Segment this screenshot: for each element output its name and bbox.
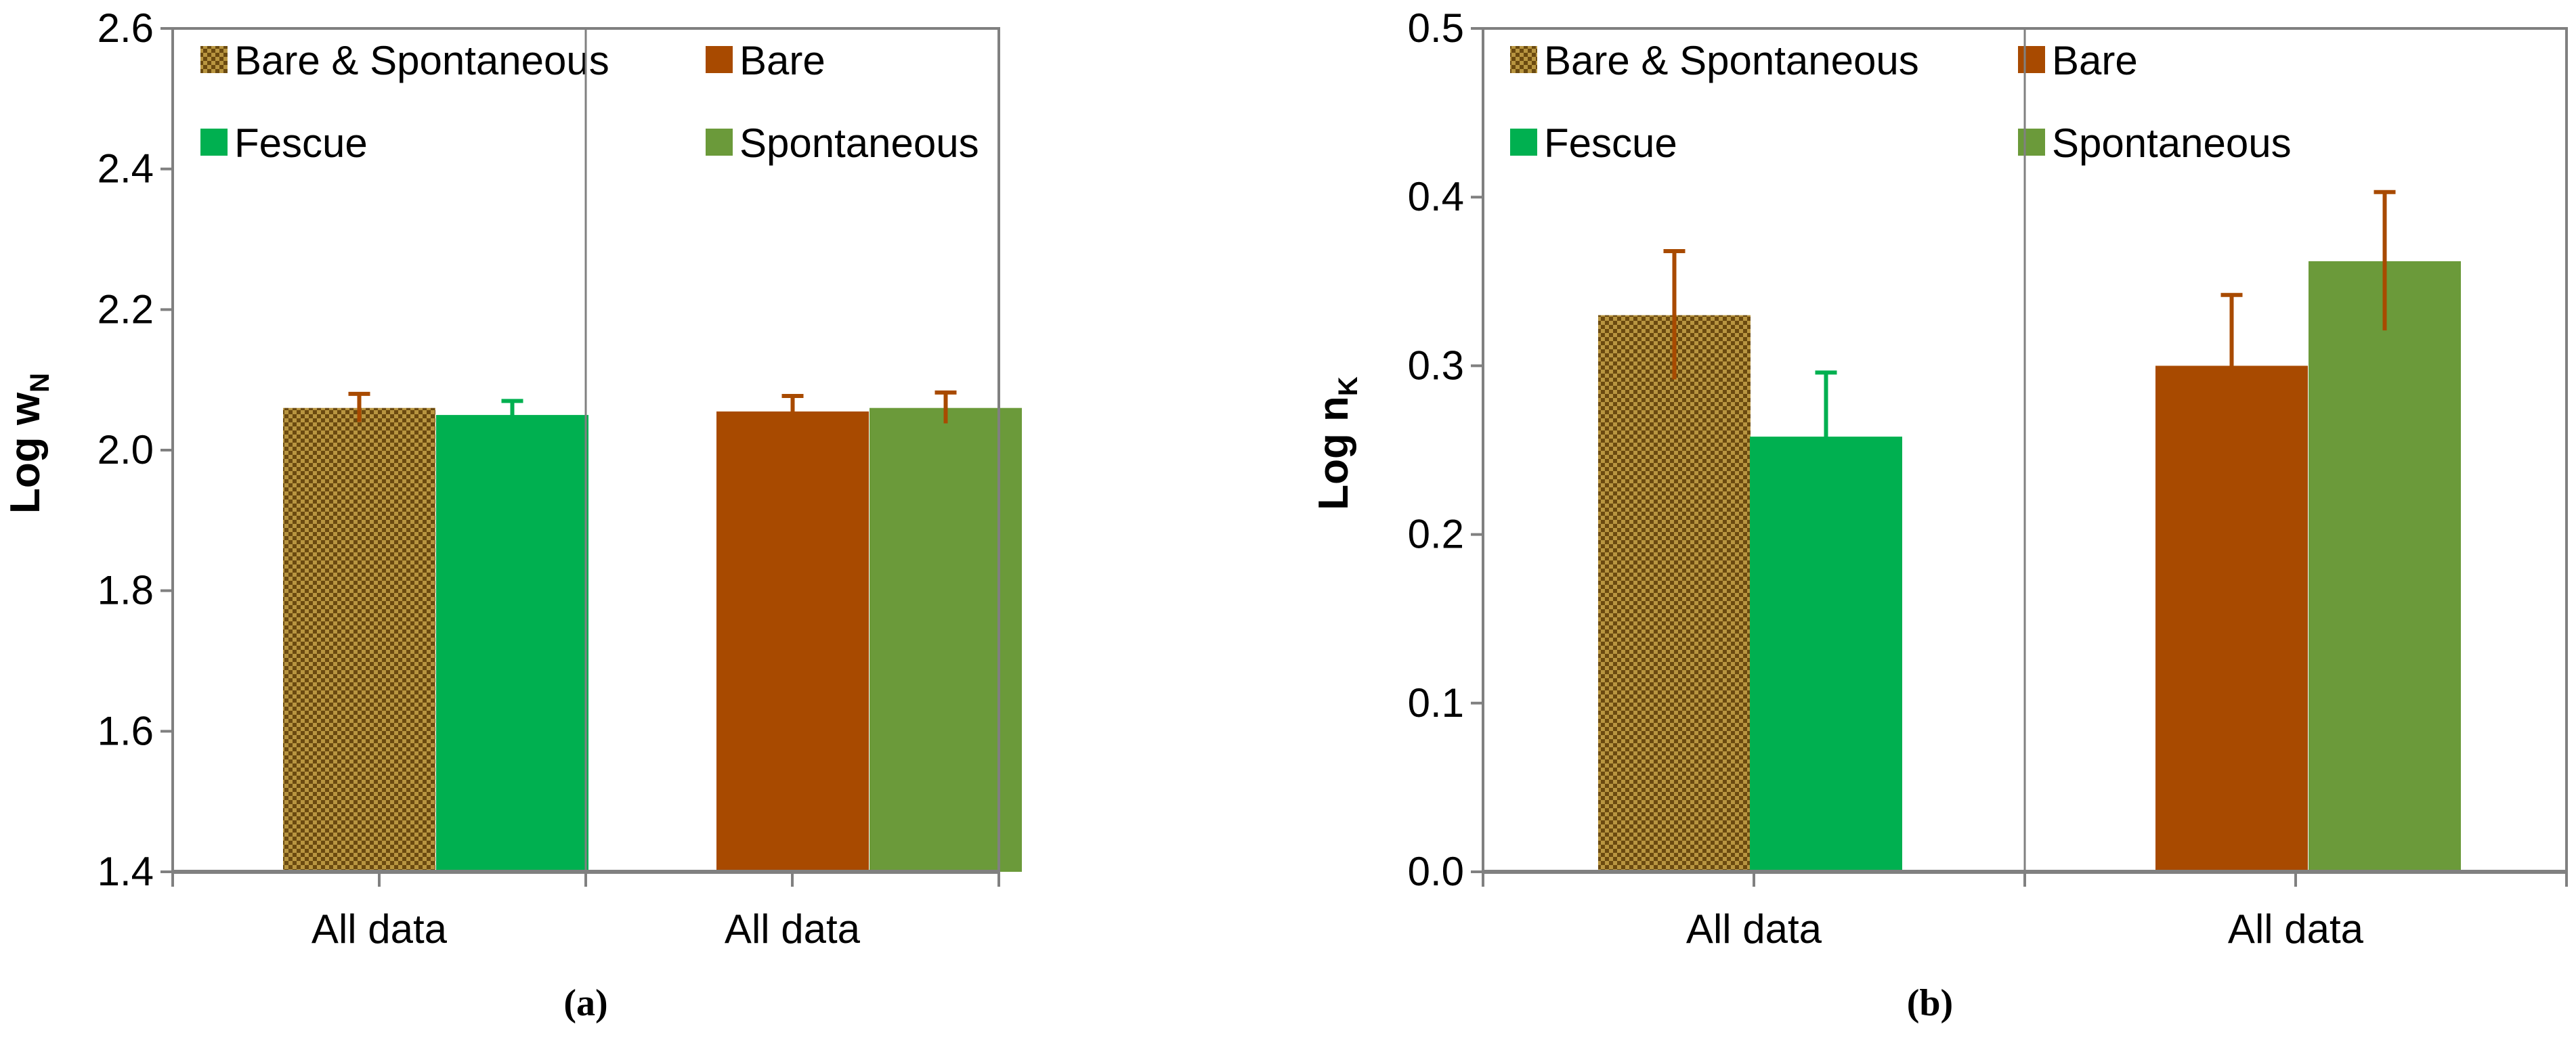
y-axis-title-subscript: K [1333,376,1363,396]
legend-swatch [200,129,228,156]
bar-bare [716,411,869,872]
panel-label: (b) [1907,982,1953,1024]
x-category-label: All data [312,906,448,952]
legend-swatch [1510,46,1537,73]
y-tick-label: 2.0 [98,427,154,472]
y-tick-label: 0.1 [1408,680,1464,726]
x-category-label: All data [725,906,861,952]
y-tick-label: 0.5 [1408,5,1464,51]
y-tick-label: 2.4 [98,146,154,192]
chart-panel-a: Log wN 1.4 1.6 1.8 2.0 2.2 2.4 2.6 Bare & Spon… [2,5,1022,1024]
y-tick-label: 0.0 [1408,849,1464,894]
y-tick-label: 2.2 [98,286,154,332]
bar-bare-spontaneous [283,407,435,872]
y-axis-title: Log wN [2,373,55,514]
legend-swatch [1510,129,1537,156]
bar-spontaneous [2309,261,2461,872]
legend-label: Bare [739,38,825,83]
legend-label: Bare & Spontaneous [234,38,609,83]
x-category-label: All data [1686,906,1822,952]
bar-fescue [436,415,588,872]
y-axis-title-subscript: N [25,373,55,393]
legend-swatch [706,129,733,156]
y-axis-title: Log nK [1310,376,1363,510]
y-tick-label: 1.8 [98,568,154,613]
legend-swatch [706,46,733,73]
chart-panel-b: Log nK 0.0 0.1 0.2 0.3 0.4 0.5 Bare & Spontan… [1310,5,2568,1024]
legend-swatch [2018,129,2045,156]
legend-swatch [2018,46,2045,73]
legend-label: Spontaneous [739,120,979,166]
y-tick-label: 0.3 [1408,342,1464,388]
bar-fescue [1750,437,1902,872]
y-tick-label: 0.4 [1408,174,1464,219]
y-tick-label: 2.6 [98,5,154,51]
legend-label: Spontaneous [2052,120,2292,166]
y-tick-label: 1.6 [98,708,154,753]
panel-label: (a) [563,982,607,1024]
legend-label: Fescue [234,120,368,166]
y-tick-label: 1.4 [98,849,154,894]
bar-bare-spontaneous [1598,315,1751,872]
legend-label: Bare & Spontaneous [1544,38,1919,83]
y-tick-label: 0.2 [1408,512,1464,557]
legend-swatch [200,46,228,73]
x-category-label: All data [2228,906,2364,952]
bar-spontaneous [870,407,1022,872]
bar-bare [2155,366,2308,872]
legend-label: Bare [2052,38,2138,83]
legend-label: Fescue [1544,120,1677,166]
